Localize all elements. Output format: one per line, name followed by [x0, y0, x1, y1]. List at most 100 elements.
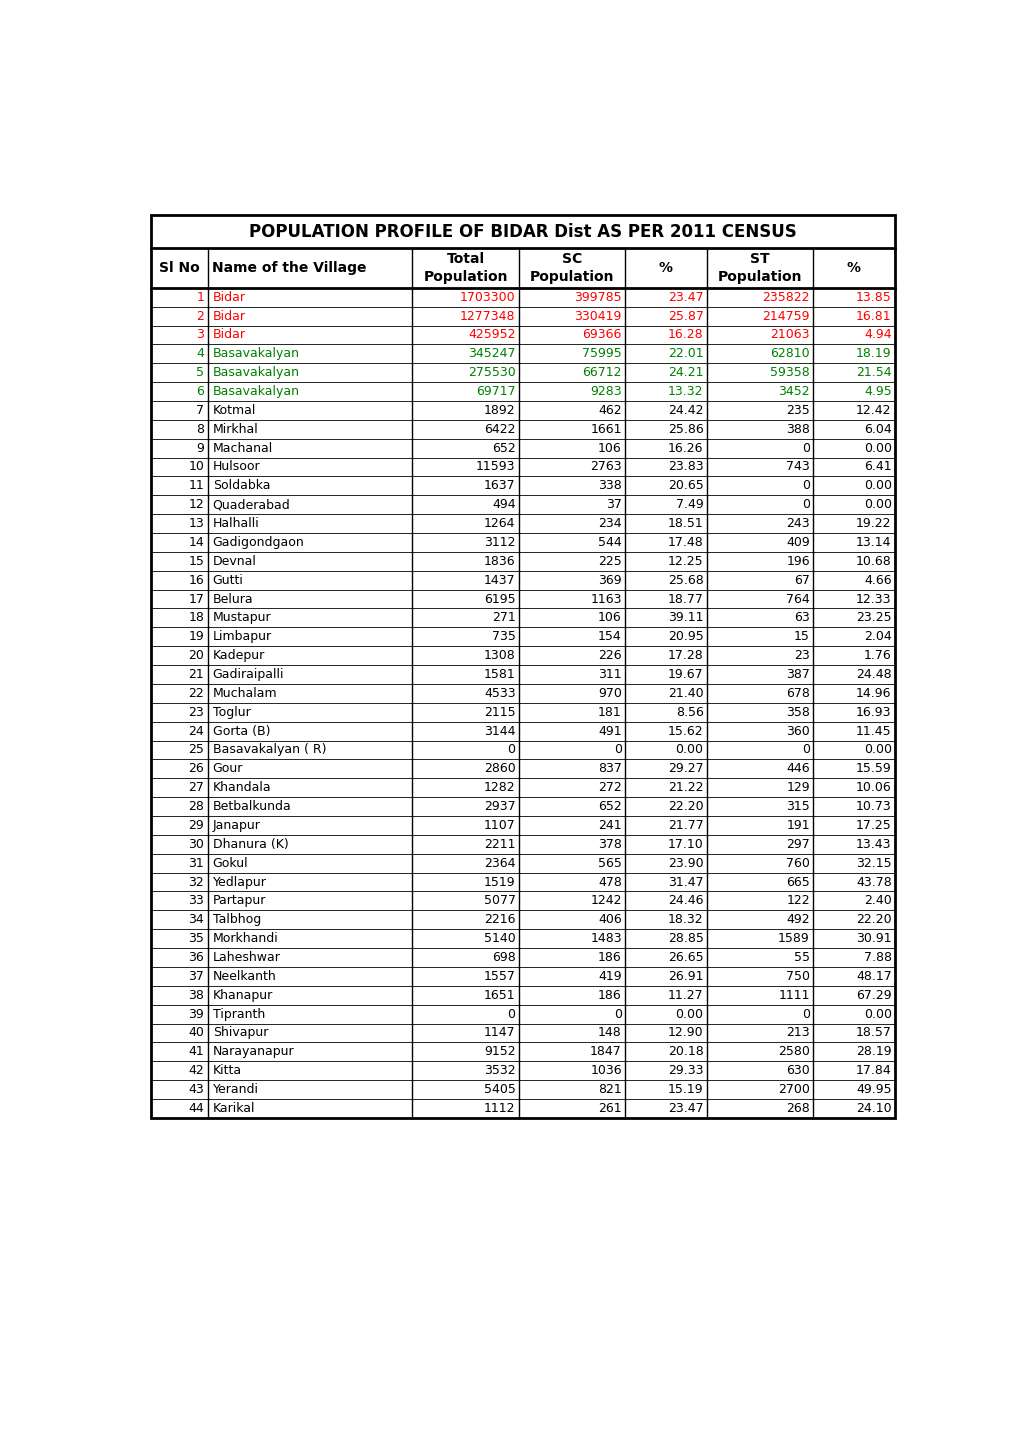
Text: 837: 837	[597, 763, 622, 776]
Text: Belura: Belura	[212, 593, 253, 606]
Text: 378: 378	[597, 838, 622, 851]
Text: Gorta (B): Gorta (B)	[212, 724, 270, 738]
Text: Hulsoor: Hulsoor	[212, 460, 260, 473]
Text: 186: 186	[597, 989, 622, 1002]
Text: 10: 10	[189, 460, 204, 473]
Text: 9: 9	[196, 441, 204, 454]
Text: 29.27: 29.27	[667, 763, 703, 776]
Text: 11.45: 11.45	[855, 724, 891, 738]
Text: 22.20: 22.20	[667, 800, 703, 813]
Text: 2: 2	[196, 310, 204, 323]
Text: 39: 39	[189, 1008, 204, 1021]
Text: 75995: 75995	[582, 348, 622, 360]
Text: 0: 0	[801, 499, 809, 512]
Text: 419: 419	[597, 970, 622, 983]
Text: 15.62: 15.62	[667, 724, 703, 738]
Text: 34: 34	[189, 913, 204, 926]
Text: 0.00: 0.00	[675, 744, 703, 757]
Text: 27: 27	[189, 782, 204, 795]
Text: 59358: 59358	[769, 366, 809, 379]
Text: 478: 478	[597, 875, 622, 888]
Text: 15: 15	[793, 630, 809, 643]
Text: 1112: 1112	[484, 1102, 515, 1115]
Text: 20.95: 20.95	[667, 630, 703, 643]
Text: 32.15: 32.15	[855, 857, 891, 870]
Text: Tipranth: Tipranth	[212, 1008, 265, 1021]
Text: 25.87: 25.87	[667, 310, 703, 323]
Text: 678: 678	[786, 686, 809, 699]
Text: 36: 36	[189, 950, 204, 965]
Text: Bidar: Bidar	[212, 329, 246, 342]
Text: 492: 492	[786, 913, 809, 926]
Text: 196: 196	[786, 555, 809, 568]
Text: 0.00: 0.00	[863, 1008, 891, 1021]
Bar	[151, 215, 894, 1118]
Text: 21.40: 21.40	[667, 686, 703, 699]
Text: 186: 186	[597, 950, 622, 965]
Text: 154: 154	[597, 630, 622, 643]
Text: 43: 43	[189, 1083, 204, 1096]
Text: 271: 271	[491, 611, 515, 624]
Text: Morkhandi: Morkhandi	[212, 932, 278, 945]
Text: 13.85: 13.85	[855, 291, 891, 304]
Text: 2216: 2216	[484, 913, 515, 926]
Text: Kitta: Kitta	[212, 1064, 242, 1077]
Text: 388: 388	[786, 423, 809, 435]
Text: 213: 213	[786, 1027, 809, 1040]
Text: 21: 21	[189, 668, 204, 681]
Text: 2.40: 2.40	[863, 894, 891, 907]
Text: 2364: 2364	[484, 857, 515, 870]
Text: 15: 15	[189, 555, 204, 568]
Text: 8.56: 8.56	[675, 705, 703, 718]
Text: 17.25: 17.25	[855, 819, 891, 832]
Text: 31.47: 31.47	[667, 875, 703, 888]
Text: 16.81: 16.81	[855, 310, 891, 323]
Text: 24.21: 24.21	[667, 366, 703, 379]
Text: 23: 23	[189, 705, 204, 718]
Text: 44: 44	[189, 1102, 204, 1115]
Text: 0.00: 0.00	[863, 441, 891, 454]
Text: 24.48: 24.48	[855, 668, 891, 681]
Text: %: %	[658, 261, 673, 275]
Text: 1589: 1589	[777, 932, 809, 945]
Text: Bidar: Bidar	[212, 310, 246, 323]
Text: 22.20: 22.20	[855, 913, 891, 926]
Text: 18: 18	[189, 611, 204, 624]
Text: 42: 42	[189, 1064, 204, 1077]
Text: 43.78: 43.78	[855, 875, 891, 888]
Text: 30: 30	[189, 838, 204, 851]
Text: 13: 13	[189, 518, 204, 531]
Text: 4.66: 4.66	[863, 574, 891, 587]
Text: 0.00: 0.00	[675, 1008, 703, 1021]
Text: Gutti: Gutti	[212, 574, 244, 587]
Text: Total
Population: Total Population	[423, 251, 507, 284]
Text: Mirkhal: Mirkhal	[212, 423, 258, 435]
Text: 17.48: 17.48	[667, 536, 703, 549]
Text: 0: 0	[801, 744, 809, 757]
Text: Limbapur: Limbapur	[212, 630, 271, 643]
Text: 11593: 11593	[476, 460, 515, 473]
Text: 26.91: 26.91	[667, 970, 703, 983]
Text: 2937: 2937	[483, 800, 515, 813]
Text: 652: 652	[597, 800, 622, 813]
Text: 12.90: 12.90	[667, 1027, 703, 1040]
Text: 25.86: 25.86	[667, 423, 703, 435]
Text: 406: 406	[597, 913, 622, 926]
Text: 1282: 1282	[483, 782, 515, 795]
Text: 31: 31	[189, 857, 204, 870]
Text: Gadigondgaon: Gadigondgaon	[212, 536, 304, 549]
Text: 446: 446	[786, 763, 809, 776]
Text: 63: 63	[794, 611, 809, 624]
Text: 750: 750	[785, 970, 809, 983]
Text: 37: 37	[605, 499, 622, 512]
Text: 2580: 2580	[777, 1045, 809, 1058]
Text: 1519: 1519	[483, 875, 515, 888]
Text: 3532: 3532	[483, 1064, 515, 1077]
Text: 19: 19	[189, 630, 204, 643]
Text: 821: 821	[597, 1083, 622, 1096]
Text: 20.18: 20.18	[667, 1045, 703, 1058]
Text: 3: 3	[196, 329, 204, 342]
Text: 970: 970	[597, 686, 622, 699]
Text: 23.47: 23.47	[667, 291, 703, 304]
Text: 5405: 5405	[483, 1083, 515, 1096]
